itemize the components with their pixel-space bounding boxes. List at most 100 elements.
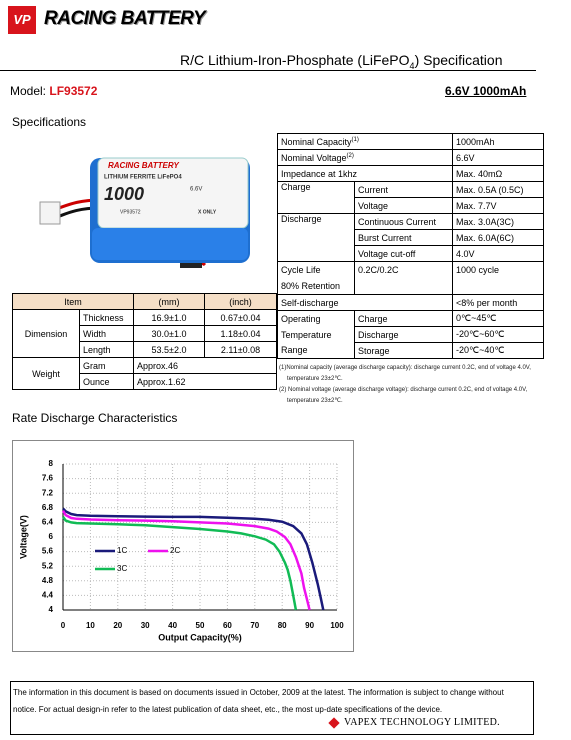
cell: Continuous Current [354, 213, 453, 230]
cell: Range [277, 342, 355, 359]
model-value: LF93572 [49, 84, 98, 98]
cell: -20℃~60℃ [452, 326, 544, 343]
cell: 53.5±2.0 [133, 341, 206, 358]
header-cell: (mm) [133, 293, 206, 310]
sup: (2) [346, 152, 354, 159]
x-tick-label: 100 [330, 621, 344, 630]
x-tick-label: 80 [278, 621, 287, 630]
x-axis-label: Output Capacity(%) [158, 632, 242, 642]
cell: Discharge [354, 326, 453, 343]
cell: Voltage [354, 197, 453, 214]
cell: Ounce [78, 373, 135, 390]
series-line [62, 507, 325, 611]
cell: Max. 6.0A(6C) [452, 229, 544, 246]
y-axis-label: Voltage(V) [18, 515, 28, 559]
cell: Thickness [78, 309, 135, 326]
header-cell: Item [11, 293, 135, 310]
company: VAPEX TECHNOLOGY LIMITED. [344, 717, 500, 728]
dimensions-table: Item (mm) (inch) Dimension Thickness 16.9±1.… [11, 293, 278, 390]
y-tick-label: 4.8 [42, 576, 54, 585]
y-tick-label: 4 [49, 605, 54, 614]
cell: Dimension [12, 309, 80, 358]
note: (2) Nominal voltage (average discharge v… [279, 387, 528, 404]
y-tick-label: 6.8 [42, 503, 54, 512]
cell: Storage [354, 342, 453, 359]
footer-text: The information in this document is base… [13, 688, 504, 714]
cell: Cycle Life 80% Retention [277, 261, 355, 295]
cell: Approx.46 [133, 357, 278, 374]
cell: Burst Current [354, 229, 453, 246]
chart: Voltage(V) Output Capacity(%) 4 4.4 4.8 5.2… [12, 440, 354, 652]
cell: Operating [277, 310, 355, 327]
footer-box: The information in this document is base… [10, 681, 534, 735]
cell: Discharge [277, 213, 355, 262]
spec-table: Nominal Capacity(1) 1000mAh Nominal Volta… [277, 133, 544, 359]
model-rating: 6.6V 1000mAh [445, 84, 527, 98]
battery-model: VP93572 [120, 209, 141, 215]
title-sub: 4 [409, 60, 415, 71]
cell: Nominal Capacity(1) [277, 133, 453, 150]
y-tick-label: 4.4 [42, 591, 54, 600]
sup: (1) [351, 136, 359, 143]
header-cell: (inch) [204, 293, 278, 310]
cell: 0℃~45℃ [452, 310, 544, 327]
cell: Self-discharge [277, 294, 453, 311]
cell: Current [354, 181, 453, 198]
cell: Temperature [277, 326, 355, 343]
note: (1)Nominal capacity (average discharge c… [279, 365, 531, 382]
x-tick-label: 60 [223, 621, 232, 630]
cell: 1000mAh [452, 133, 544, 150]
cell: Width [78, 325, 135, 342]
logo-mark: VP [8, 6, 36, 34]
y-tick-label: 8 [49, 459, 54, 468]
notes: (1)Nominal capacity (average discharge c… [279, 363, 541, 407]
battery-image: RACING BATTERY LITHIUM FERRITE LiFePO4 1… [39, 157, 250, 268]
cell: Impedance at 1khz [277, 165, 453, 182]
title-rule [0, 70, 536, 71]
x-tick-label: 0 [61, 621, 66, 630]
cell: Weight [12, 357, 80, 390]
chart-frame [12, 440, 354, 652]
cell: Charge [354, 310, 453, 327]
cell: 30.0±1.0 [133, 325, 206, 342]
y-tick-label: 6 [49, 532, 54, 541]
chart-title: Rate Discharge Characteristics [12, 411, 178, 425]
logo-text: RACING BATTERY [44, 8, 206, 29]
cell: -20℃~40℃ [452, 342, 544, 359]
section-heading: Specifications [12, 115, 87, 129]
y-tick-label: 5.2 [42, 561, 54, 570]
cell: <8% per month [452, 294, 544, 311]
cell: Max. 3.0A(3C) [452, 213, 544, 230]
x-tick-label: 90 [305, 621, 314, 630]
battery-chemistry: LITHIUM FERRITE LiFePO4 [104, 175, 182, 181]
battery-capacity: 1000 [104, 184, 144, 204]
legend-label: 3C [117, 564, 127, 573]
label: 80% Retention [281, 281, 341, 291]
legend-label: 2C [170, 546, 180, 555]
cell: 0.2C/0.2C [354, 261, 453, 295]
y-tick-label: 7.6 [42, 474, 54, 483]
series-line [61, 510, 311, 611]
cell: Max. 40mΩ [452, 165, 544, 182]
x-tick-label: 40 [168, 621, 177, 630]
cell: 2.11±0.08 [204, 341, 278, 358]
cell: 1000 cycle [452, 261, 544, 295]
x-tick-label: 50 [196, 621, 205, 630]
cell: 4.0V [452, 245, 544, 262]
label: Nominal Capacity [281, 136, 352, 147]
battery-brand: RACING BATTERY [108, 161, 179, 170]
x-tick-label: 70 [250, 621, 259, 630]
cell: Nominal Voltage(2) [277, 149, 453, 166]
label: Cycle Life [281, 265, 321, 275]
title-end: ) Specification [414, 52, 503, 68]
battery-voltage: 6.6V [190, 187, 202, 193]
cell: 1.18±0.04 [204, 325, 278, 342]
cell: Charge [277, 181, 355, 214]
cell: Length [78, 341, 135, 358]
cell: Voltage cut-off [354, 245, 453, 262]
model-label: Model: [10, 84, 50, 98]
x-tick-label: 20 [113, 621, 122, 630]
cell: Max. 7.7V [452, 197, 544, 214]
series-line [61, 516, 298, 611]
